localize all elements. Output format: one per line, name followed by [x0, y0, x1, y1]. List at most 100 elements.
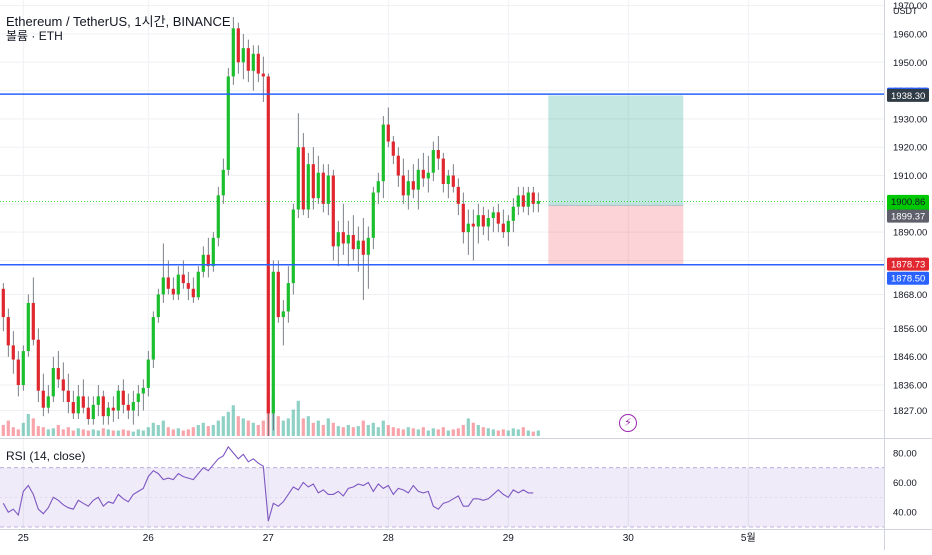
candle[interactable]: [196, 266, 200, 301]
position-loss-zone[interactable]: [548, 205, 684, 265]
candle[interactable]: [441, 152, 445, 193]
candle[interactable]: [191, 277, 195, 303]
candle[interactable]: [516, 186, 520, 216]
candle[interactable]: [71, 390, 75, 420]
candle[interactable]: [46, 385, 50, 414]
candle[interactable]: [511, 198, 515, 233]
candle[interactable]: [326, 164, 330, 216]
candle[interactable]: [421, 152, 425, 187]
candle[interactable]: [151, 311, 155, 369]
time-axis[interactable]: 25 26 27 28 29 30 5월: [18, 532, 756, 544]
candle[interactable]: [381, 116, 385, 199]
candle[interactable]: [256, 45, 260, 83]
candle[interactable]: [186, 271, 190, 301]
candle[interactable]: [231, 16, 235, 85]
candle[interactable]: [26, 294, 30, 357]
candle[interactable]: [276, 260, 280, 323]
candle[interactable]: [11, 331, 15, 374]
candle[interactable]: [6, 308, 10, 357]
candle[interactable]: [501, 209, 505, 238]
candle[interactable]: [446, 169, 450, 199]
candle[interactable]: [91, 396, 95, 425]
candle[interactable]: [471, 209, 475, 261]
candle[interactable]: [226, 67, 230, 176]
candle[interactable]: [61, 362, 65, 403]
candle[interactable]: [246, 39, 250, 83]
position-profit-zone[interactable]: [548, 95, 684, 206]
candle[interactable]: [366, 226, 370, 289]
candle[interactable]: [476, 203, 480, 244]
candle[interactable]: [236, 22, 240, 74]
candle[interactable]: [386, 107, 390, 148]
candle[interactable]: [31, 277, 35, 346]
candle[interactable]: [496, 203, 500, 233]
candle[interactable]: [271, 260, 275, 431]
candle[interactable]: [156, 288, 160, 323]
candle[interactable]: [336, 220, 340, 267]
candle[interactable]: [166, 260, 170, 295]
candle[interactable]: [436, 135, 440, 170]
candle[interactable]: [291, 203, 295, 295]
candle[interactable]: [131, 390, 135, 425]
candle[interactable]: [116, 385, 120, 420]
candle[interactable]: [531, 186, 535, 213]
candle[interactable]: [66, 373, 70, 414]
candle[interactable]: [521, 186, 525, 213]
candle[interactable]: [216, 186, 220, 247]
candle[interactable]: [121, 379, 125, 414]
candle[interactable]: [36, 328, 40, 403]
candle[interactable]: [286, 266, 290, 323]
candle[interactable]: [21, 345, 25, 391]
candle[interactable]: [491, 206, 495, 233]
candle[interactable]: [101, 390, 105, 425]
candle[interactable]: [346, 220, 350, 267]
candle[interactable]: [456, 178, 460, 216]
candle[interactable]: [411, 164, 415, 199]
candle[interactable]: [161, 243, 165, 303]
candle[interactable]: [171, 277, 175, 301]
candle[interactable]: [361, 218, 365, 301]
candle[interactable]: [431, 141, 435, 182]
candle[interactable]: [56, 351, 60, 388]
candle[interactable]: [311, 147, 315, 210]
candle[interactable]: [76, 385, 80, 420]
candle[interactable]: [466, 209, 470, 255]
candle[interactable]: [416, 158, 420, 210]
candle[interactable]: [146, 351, 150, 397]
rsi-line[interactable]: [2, 445, 534, 522]
candle[interactable]: [81, 379, 85, 414]
candle[interactable]: [306, 152, 310, 218]
candle[interactable]: [1, 283, 5, 332]
candle[interactable]: [266, 73, 270, 436]
candle[interactable]: [206, 237, 210, 278]
candle[interactable]: [401, 158, 405, 204]
candle[interactable]: [481, 206, 485, 235]
candle[interactable]: [126, 393, 130, 420]
candle[interactable]: [331, 169, 335, 261]
candle[interactable]: [51, 356, 55, 403]
candle[interactable]: [351, 215, 355, 261]
candle[interactable]: [461, 192, 465, 244]
candle[interactable]: [281, 300, 285, 346]
candle[interactable]: [136, 385, 140, 417]
candle[interactable]: [371, 186, 375, 250]
candle[interactable]: [241, 33, 245, 80]
candle[interactable]: [41, 373, 45, 417]
candle[interactable]: [176, 266, 180, 301]
candle[interactable]: [16, 351, 20, 397]
candle[interactable]: [86, 396, 90, 425]
candle[interactable]: [96, 385, 100, 417]
candle[interactable]: [221, 158, 225, 204]
candle[interactable]: [251, 45, 255, 91]
lightning-icon[interactable]: ⚡: [619, 414, 637, 432]
candle[interactable]: [376, 172, 380, 204]
candle[interactable]: [106, 402, 110, 425]
candle[interactable]: [211, 232, 215, 272]
candle[interactable]: [396, 147, 400, 187]
candle[interactable]: [506, 215, 510, 247]
candle[interactable]: [486, 209, 490, 241]
candle[interactable]: [111, 396, 115, 422]
candle[interactable]: [201, 246, 205, 278]
